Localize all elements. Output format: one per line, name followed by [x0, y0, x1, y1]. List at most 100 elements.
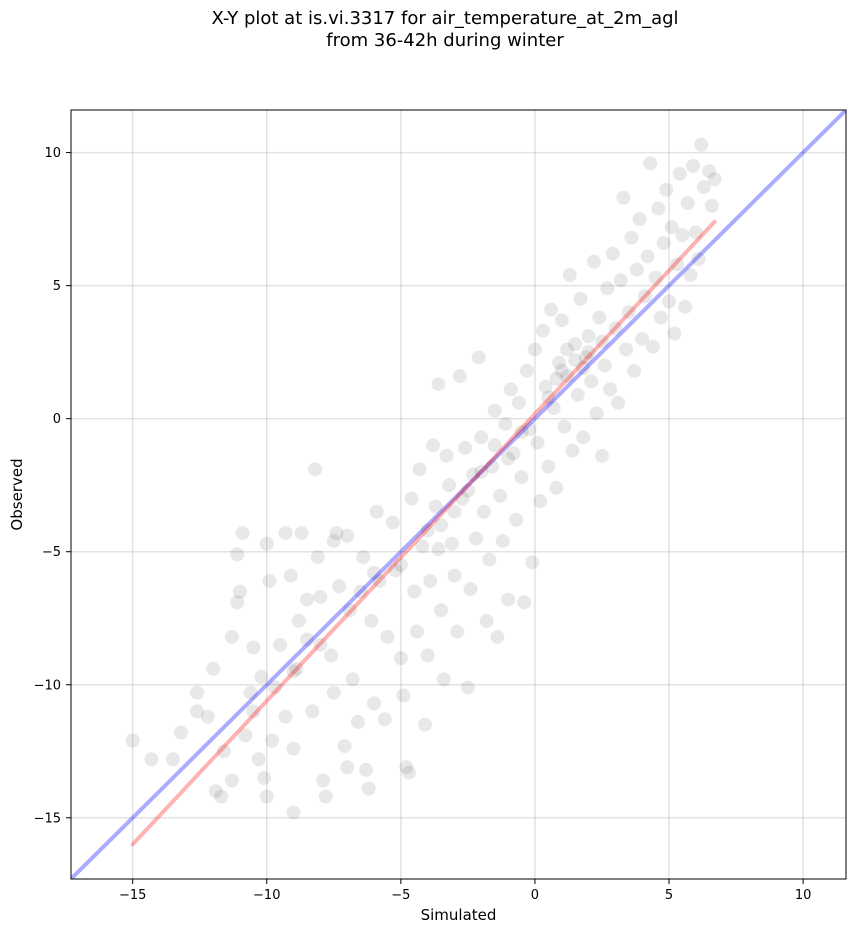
data-point	[361, 781, 376, 796]
data-point	[544, 302, 559, 317]
data-point	[648, 270, 663, 285]
data-point	[337, 738, 352, 753]
data-point	[200, 709, 215, 724]
data-point	[474, 464, 489, 479]
data-point	[680, 196, 695, 211]
data-point	[611, 395, 626, 410]
data-point	[525, 555, 540, 570]
data-point	[415, 539, 430, 554]
ticks-layer: −15 −10 −5 0 5 10 −15 −10 −5 0 5 10	[34, 146, 812, 903]
data-point	[289, 661, 304, 676]
data-point	[570, 387, 585, 402]
y-tick-label: 10	[44, 146, 61, 161]
data-point	[434, 603, 449, 618]
data-point	[557, 419, 572, 434]
data-point	[568, 337, 583, 352]
data-point	[450, 624, 465, 639]
data-point	[485, 459, 500, 474]
data-point	[487, 403, 502, 418]
data-point	[259, 789, 274, 804]
data-point	[463, 581, 478, 596]
data-point	[562, 267, 577, 282]
data-point	[190, 704, 205, 719]
data-point	[251, 752, 266, 767]
data-point	[487, 438, 502, 453]
data-point	[426, 438, 441, 453]
data-point	[369, 504, 384, 519]
data-point	[259, 536, 274, 551]
data-point	[232, 584, 247, 599]
data-point	[439, 448, 454, 463]
plot-frame	[70, 109, 847, 880]
data-point	[535, 323, 550, 338]
data-point	[273, 637, 288, 652]
data-point	[452, 369, 467, 384]
data-point	[696, 180, 711, 195]
data-point	[519, 363, 534, 378]
data-point	[230, 547, 245, 562]
data-point	[501, 592, 516, 607]
data-point	[541, 390, 556, 405]
data-point	[670, 257, 685, 272]
data-point	[420, 523, 435, 538]
points-layer	[125, 137, 722, 820]
data-point	[326, 685, 341, 700]
data-point	[565, 443, 580, 458]
data-point	[468, 531, 483, 546]
data-point	[546, 401, 561, 416]
data-point	[431, 377, 446, 392]
data-point	[283, 568, 298, 583]
x-tick-label: 0	[531, 888, 539, 903]
data-point	[586, 254, 601, 269]
data-point	[262, 573, 277, 588]
data-point	[645, 339, 660, 354]
data-point	[235, 526, 250, 541]
data-point	[434, 518, 449, 533]
data-point	[479, 613, 494, 628]
data-point	[332, 579, 347, 594]
data-point	[458, 440, 473, 455]
data-point	[552, 355, 567, 370]
data-point	[224, 773, 239, 788]
data-point	[246, 640, 261, 655]
identity-line	[71, 110, 846, 879]
x-axis-label: Simulated	[421, 906, 497, 924]
data-point	[125, 733, 140, 748]
data-point	[560, 342, 575, 357]
data-point	[399, 760, 414, 775]
y-tick-label: −15	[34, 811, 61, 826]
data-point	[324, 648, 339, 663]
data-point	[613, 273, 628, 288]
data-point	[659, 182, 674, 197]
data-point	[267, 680, 282, 695]
data-point	[584, 374, 599, 389]
x-tick-label: 10	[795, 888, 812, 903]
data-point	[428, 499, 443, 514]
data-point	[224, 629, 239, 644]
data-point	[573, 291, 588, 306]
data-point	[313, 589, 328, 604]
data-point	[329, 526, 344, 541]
data-point	[358, 762, 373, 777]
data-point	[286, 664, 301, 679]
y-axis-label: Observed	[8, 458, 26, 530]
data-point	[581, 329, 596, 344]
data-point	[342, 603, 357, 618]
data-point	[377, 712, 392, 727]
x-tick-label: 5	[665, 888, 673, 903]
data-point	[594, 334, 609, 349]
chart-title: X-Y plot at is.vi.3317 for air_temperatu…	[0, 8, 854, 52]
data-point	[423, 573, 438, 588]
data-point	[401, 765, 416, 780]
data-point	[350, 715, 365, 730]
data-point	[216, 744, 231, 759]
data-point	[257, 770, 272, 785]
data-point	[662, 294, 677, 309]
data-point	[503, 382, 518, 397]
y-tick-label: 0	[53, 412, 61, 427]
data-point	[444, 536, 459, 551]
data-point	[364, 613, 379, 628]
data-point	[672, 166, 687, 181]
data-point	[238, 728, 253, 743]
